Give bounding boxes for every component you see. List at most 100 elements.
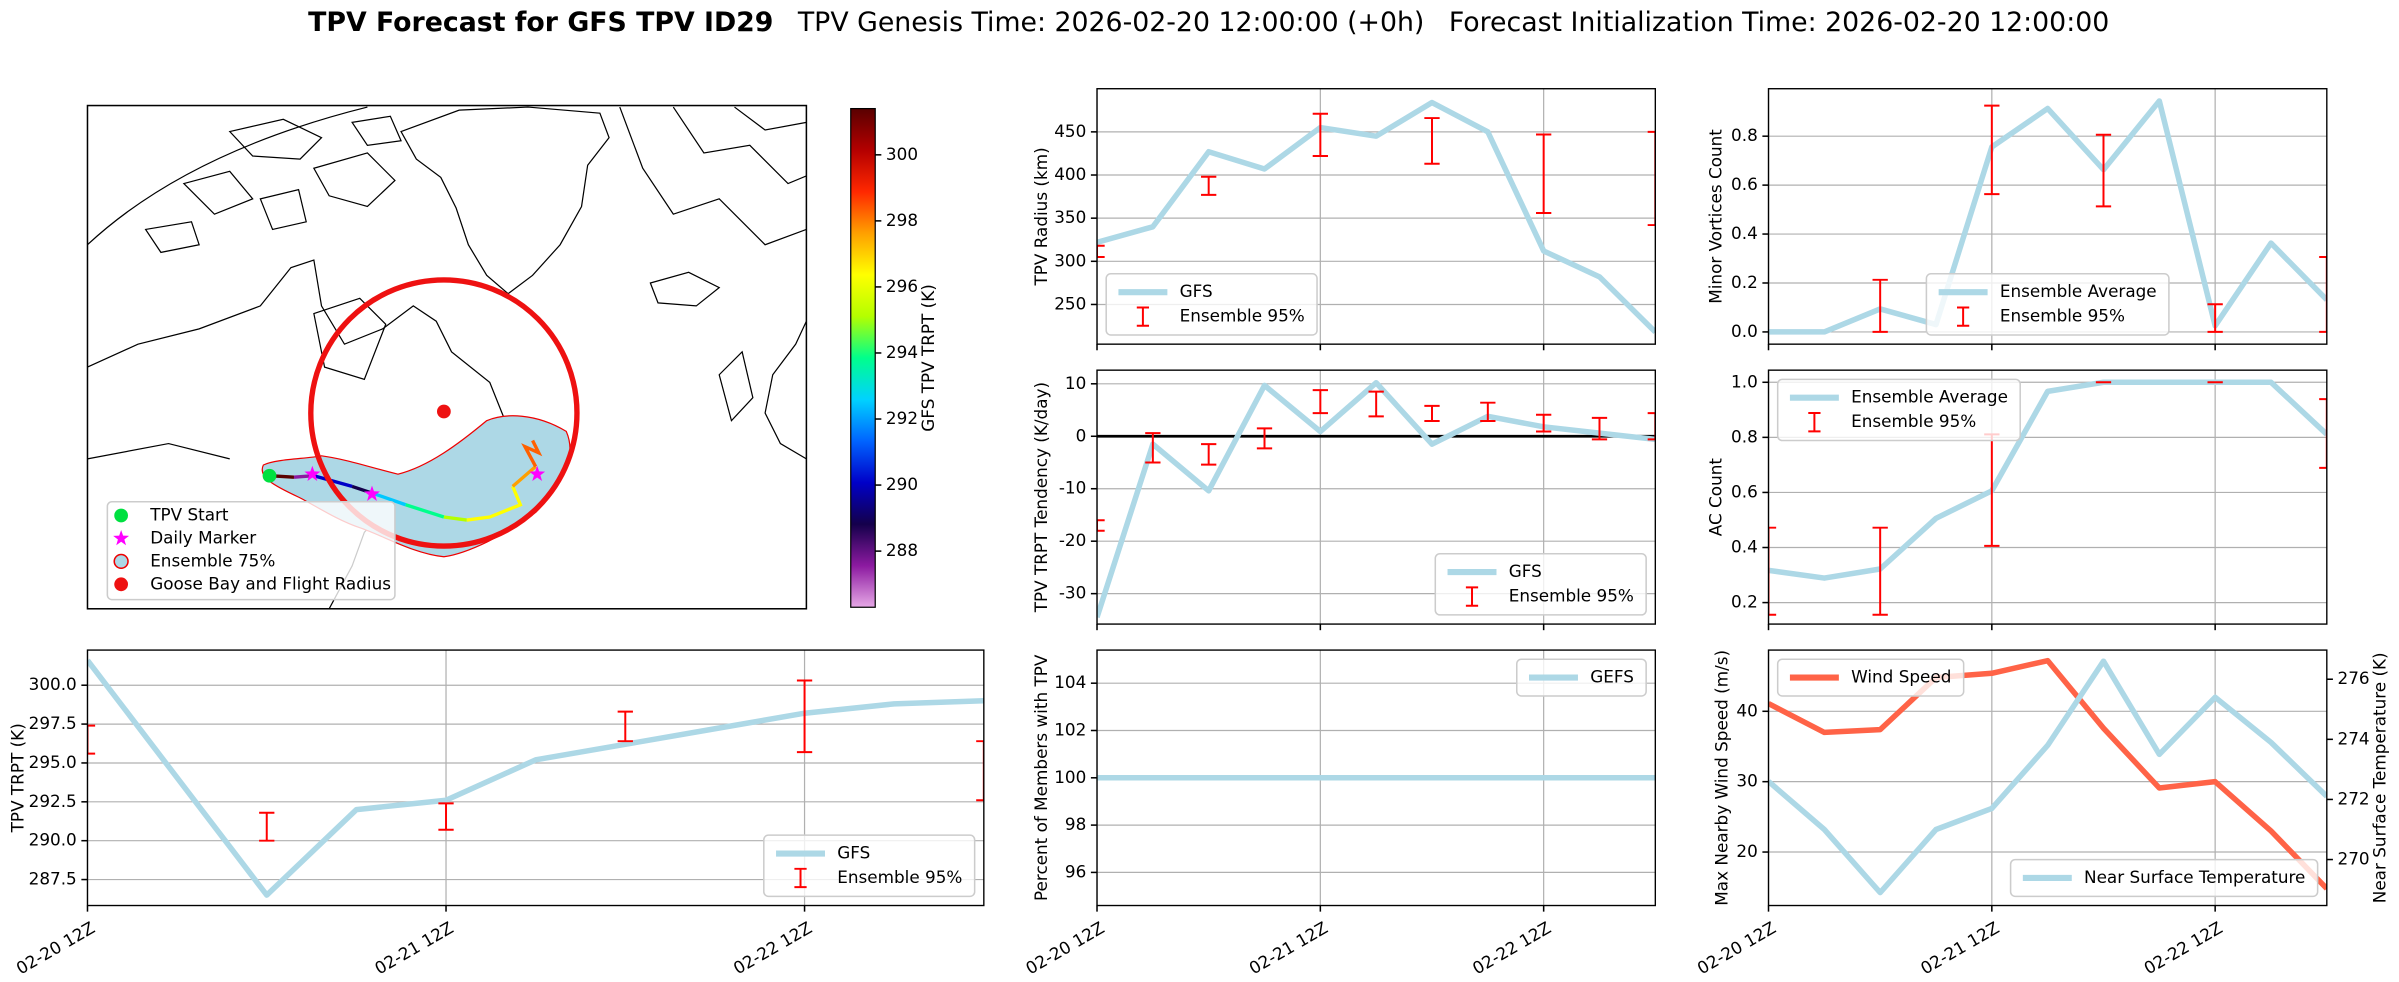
y-tick-label: 292.5 [29, 791, 77, 811]
tpv-start [262, 468, 277, 483]
legend-marker [114, 577, 129, 592]
legend-label: Ensemble 95% [837, 867, 962, 887]
colorbar-tick-label: 298 [886, 210, 918, 230]
track-segment [313, 474, 353, 489]
error-bar [1647, 412, 1656, 441]
error-bar [1256, 427, 1273, 450]
legend-label: Ensemble 95% [1851, 411, 1976, 431]
panel-frame [1096, 649, 1657, 907]
legend-marker [113, 553, 129, 570]
colorbar-tick-label: 300 [886, 144, 918, 164]
error-bar [796, 679, 813, 754]
track-segment [521, 439, 543, 468]
track-segment [466, 485, 523, 522]
title-main: TPV Forecast for GFS TPV ID29 [308, 6, 773, 37]
colorbar [850, 107, 876, 608]
error-bar [1368, 390, 1384, 418]
map-legend-box [106, 500, 396, 601]
track-segment [443, 515, 468, 522]
y-tick-label: 450 [1054, 121, 1086, 141]
title-init: Forecast Initialization Time: 2026-02-20… [1449, 6, 2109, 37]
legend: Near Surface Temperature [2009, 858, 2319, 898]
legend-label: Ensemble 75% [150, 550, 275, 570]
series-line [1097, 379, 1656, 619]
y-tick-label: 0.0 [1731, 321, 1758, 341]
track-segment [374, 492, 407, 507]
error-bar [1097, 244, 1105, 258]
plot-area [1097, 99, 1656, 335]
y-tick-label: 10 [1065, 373, 1086, 393]
panel-frame [1767, 369, 2328, 625]
y-tick-label: 0.4 [1731, 223, 1758, 243]
legend-label: Ensemble Average [2000, 281, 2157, 301]
error-bar [1424, 404, 1440, 423]
error-bar [87, 724, 96, 755]
error-bar [1984, 104, 2000, 196]
panel-frame [1767, 88, 2328, 345]
legend-swatch [1465, 586, 1479, 607]
y-tick-label: 0.4 [1731, 537, 1758, 557]
y-axis-label: TPV TRPT (K) [8, 723, 28, 833]
error-bar [1536, 413, 1552, 433]
legend-label: TPV Start [149, 504, 229, 524]
legend-label: GEFS [1590, 667, 1634, 687]
y-axis-label: Percent of Members with TPV [1031, 654, 1051, 901]
y-tick-label: 104 [1054, 672, 1086, 692]
flight-radius [308, 277, 580, 549]
error-bar [2319, 398, 2327, 469]
series-line [87, 658, 984, 898]
y2-tick-label: 274 [2338, 728, 2370, 748]
colorbar-label: GFS TPV TRPT (K) [918, 284, 938, 432]
y-tick-label: 20 [1736, 841, 1757, 861]
legend-swatch [1136, 306, 1150, 327]
boundary [87, 106, 368, 246]
series-line [1768, 98, 2327, 335]
error-bar [438, 802, 454, 831]
y-tick-label: 300 [1054, 250, 1086, 270]
track [269, 439, 543, 522]
y-tick-label: 96 [1065, 861, 1086, 881]
y-axis-label: Minor Vortices Count [1706, 129, 1726, 304]
y-axis-label: TPV TRPT Tendency (K/day) [1031, 382, 1051, 613]
y-tick-label: 0.2 [1731, 272, 1758, 292]
error-bar [1424, 117, 1440, 165]
panel-frame [1767, 649, 2328, 907]
y-tick-label: 0 [1076, 425, 1087, 445]
y-tick-label: 300.0 [29, 674, 77, 694]
plot-area [1097, 379, 1656, 619]
colorbar-tick-label: 292 [886, 408, 918, 428]
plot-area [87, 658, 984, 898]
y-tick-label: 400 [1054, 164, 1086, 184]
y-tick-label: 1.0 [1731, 371, 1758, 391]
legend: GEFS [1516, 658, 1647, 697]
colorbar-tick-label: 294 [886, 342, 918, 362]
y-axis-label: Max Nearby Wind Speed (m/s) [1712, 650, 1732, 906]
y-tick-label: 102 [1054, 719, 1086, 739]
title-genesis: TPV Genesis Time: 2026-02-20 12:00:00 (+… [797, 6, 1425, 37]
legend: Wind Speed [1776, 658, 1965, 697]
legend-label: Wind Speed [1851, 667, 1951, 687]
error-bar [1768, 526, 1777, 616]
y-tick-label: 0.2 [1731, 592, 1758, 612]
colorbar-tick-label: 288 [886, 540, 918, 560]
legend-swatch [794, 867, 807, 889]
y-tick-label: 250 [1054, 293, 1086, 313]
coastline [619, 106, 807, 460]
error-bar [2095, 133, 2112, 208]
y-tick-label: 0.8 [1731, 426, 1758, 446]
legend-box [1925, 273, 2170, 336]
error-bar [976, 740, 984, 802]
y-tick-label: 40 [1736, 700, 1757, 720]
y2-axis-label: Near Surface Temperature (K) [2369, 652, 2389, 903]
y-tick-label: 30 [1736, 771, 1757, 791]
legend-box [2009, 858, 2319, 898]
error-bar [259, 811, 275, 842]
legend-box [1776, 658, 1965, 697]
coastline [400, 106, 610, 295]
legend: GFS Ensemble 95% [763, 834, 976, 898]
legend-label: Goose Bay and Flight Radius [150, 573, 391, 593]
legend-box [1105, 273, 1318, 336]
legend-swatch [1808, 411, 1821, 433]
